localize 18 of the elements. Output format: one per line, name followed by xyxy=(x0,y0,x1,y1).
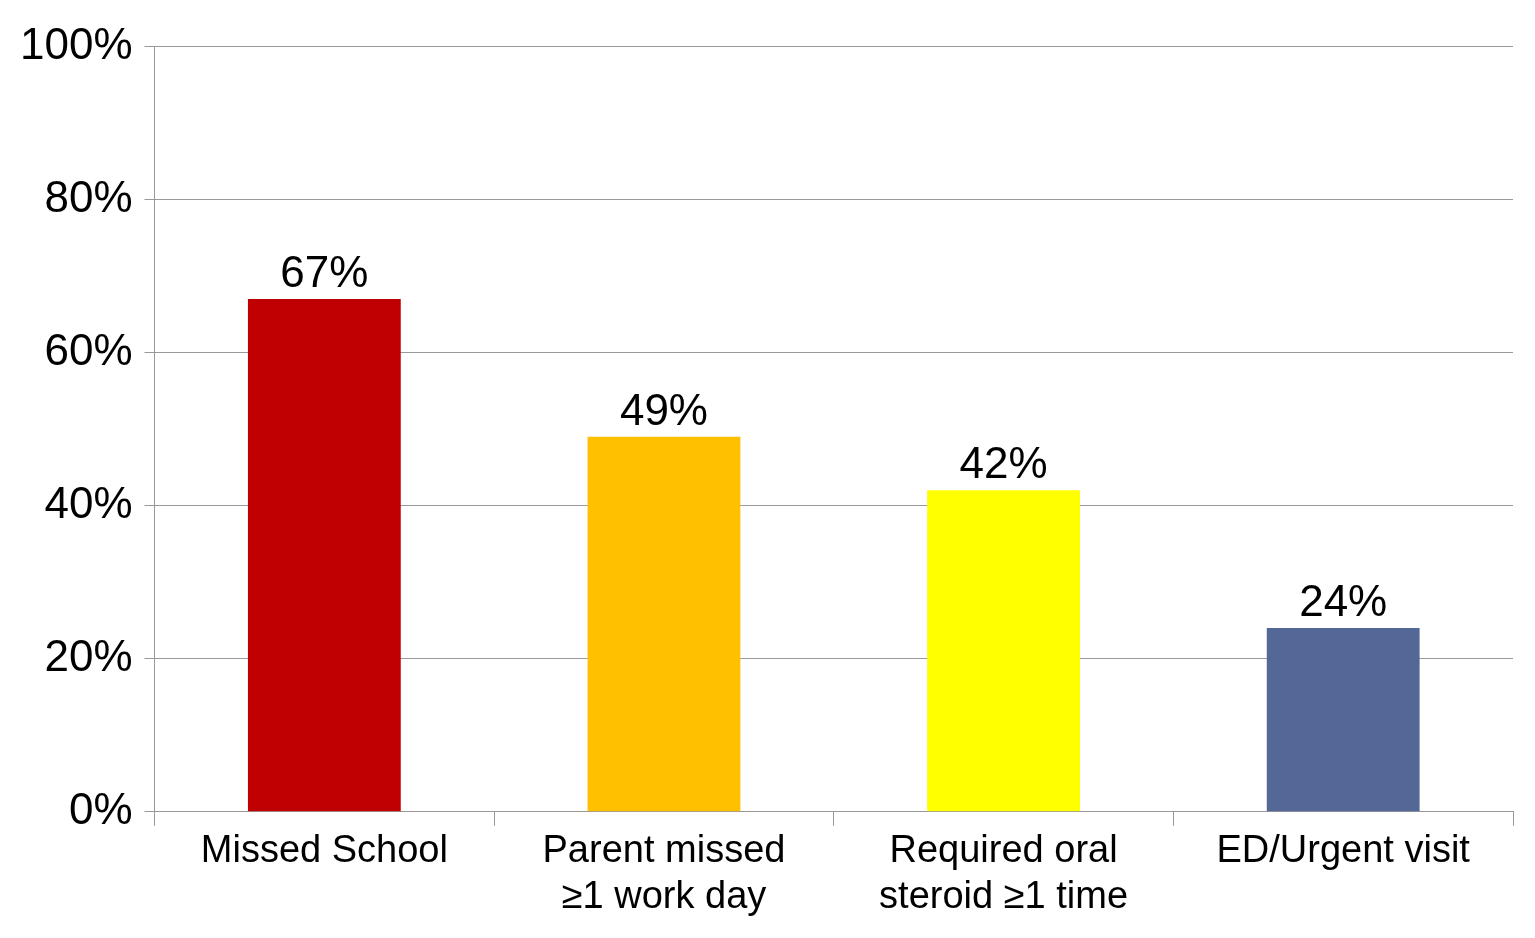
bar xyxy=(587,436,741,812)
y-tick-label: 100% xyxy=(19,18,133,68)
y-tick-label: 20% xyxy=(44,630,133,680)
y-tick-label: 40% xyxy=(44,477,133,527)
data-label: 42% xyxy=(959,438,1048,488)
bar xyxy=(927,490,1080,812)
data-label: 67% xyxy=(280,247,369,297)
data-label: 49% xyxy=(619,384,708,434)
x-tick-label: Required oral steroid ≥1 time xyxy=(879,828,1129,916)
y-tick-label: 80% xyxy=(44,171,133,221)
bar xyxy=(247,298,401,812)
y-tick-label: 60% xyxy=(44,324,133,374)
x-tick-label: Parent missed ≥1 work day xyxy=(542,828,786,916)
bar xyxy=(1266,628,1420,812)
data-label: 24% xyxy=(1299,576,1388,626)
x-tick-label: Missed School xyxy=(200,828,448,871)
x-tick-label: ED/Urgent visit xyxy=(1216,828,1471,871)
y-tick-label: 0% xyxy=(68,783,133,833)
